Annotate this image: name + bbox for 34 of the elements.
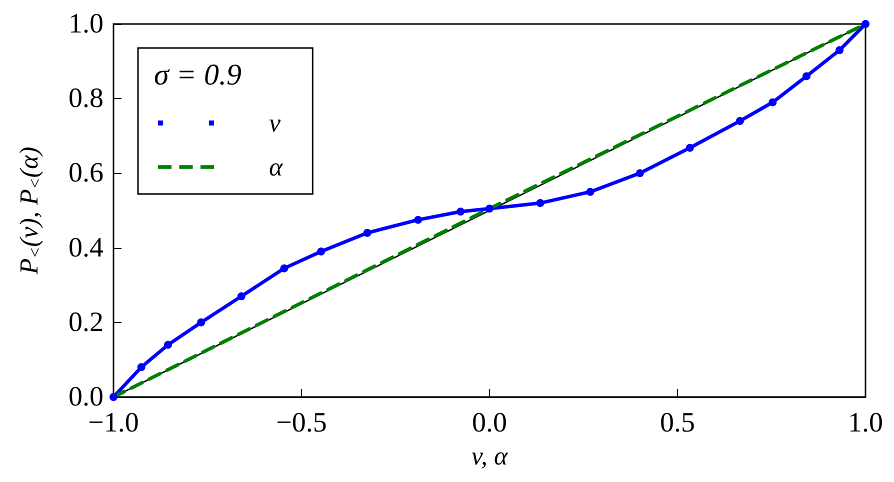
point xyxy=(137,363,146,372)
point xyxy=(414,216,422,224)
point xyxy=(862,20,870,28)
point xyxy=(164,340,172,349)
point xyxy=(363,228,372,237)
legend-label: v xyxy=(269,108,281,138)
point xyxy=(280,264,288,272)
y-tick-label: 0.6 xyxy=(68,158,104,189)
point xyxy=(237,292,246,300)
point xyxy=(197,318,206,326)
y-tick-label: 0.4 xyxy=(68,232,104,264)
y-axis-title: P<(v), P<(α) xyxy=(14,146,44,276)
point xyxy=(456,208,465,216)
point xyxy=(486,204,494,213)
x-tick-label: −0.5 xyxy=(276,408,327,438)
legend-label: α xyxy=(269,152,284,182)
point xyxy=(317,248,326,256)
point xyxy=(110,393,118,401)
point xyxy=(586,188,594,196)
point xyxy=(802,72,810,80)
x-axis-title: v, α xyxy=(471,442,509,470)
legend-title: σ = 0.9 xyxy=(154,58,242,92)
point xyxy=(636,169,644,178)
point xyxy=(836,46,844,54)
x-tick-label: 1.0 xyxy=(848,408,883,438)
point xyxy=(686,144,694,152)
x-tick-label: 0.5 xyxy=(660,408,695,438)
y-tick-label: 0.8 xyxy=(68,83,104,114)
x-tick-label: 0.0 xyxy=(472,408,507,438)
point xyxy=(536,199,544,208)
point xyxy=(736,116,744,125)
point xyxy=(768,98,777,106)
y-tick-label: 0.2 xyxy=(68,306,104,338)
y-tick-label: 1.0 xyxy=(68,8,104,40)
